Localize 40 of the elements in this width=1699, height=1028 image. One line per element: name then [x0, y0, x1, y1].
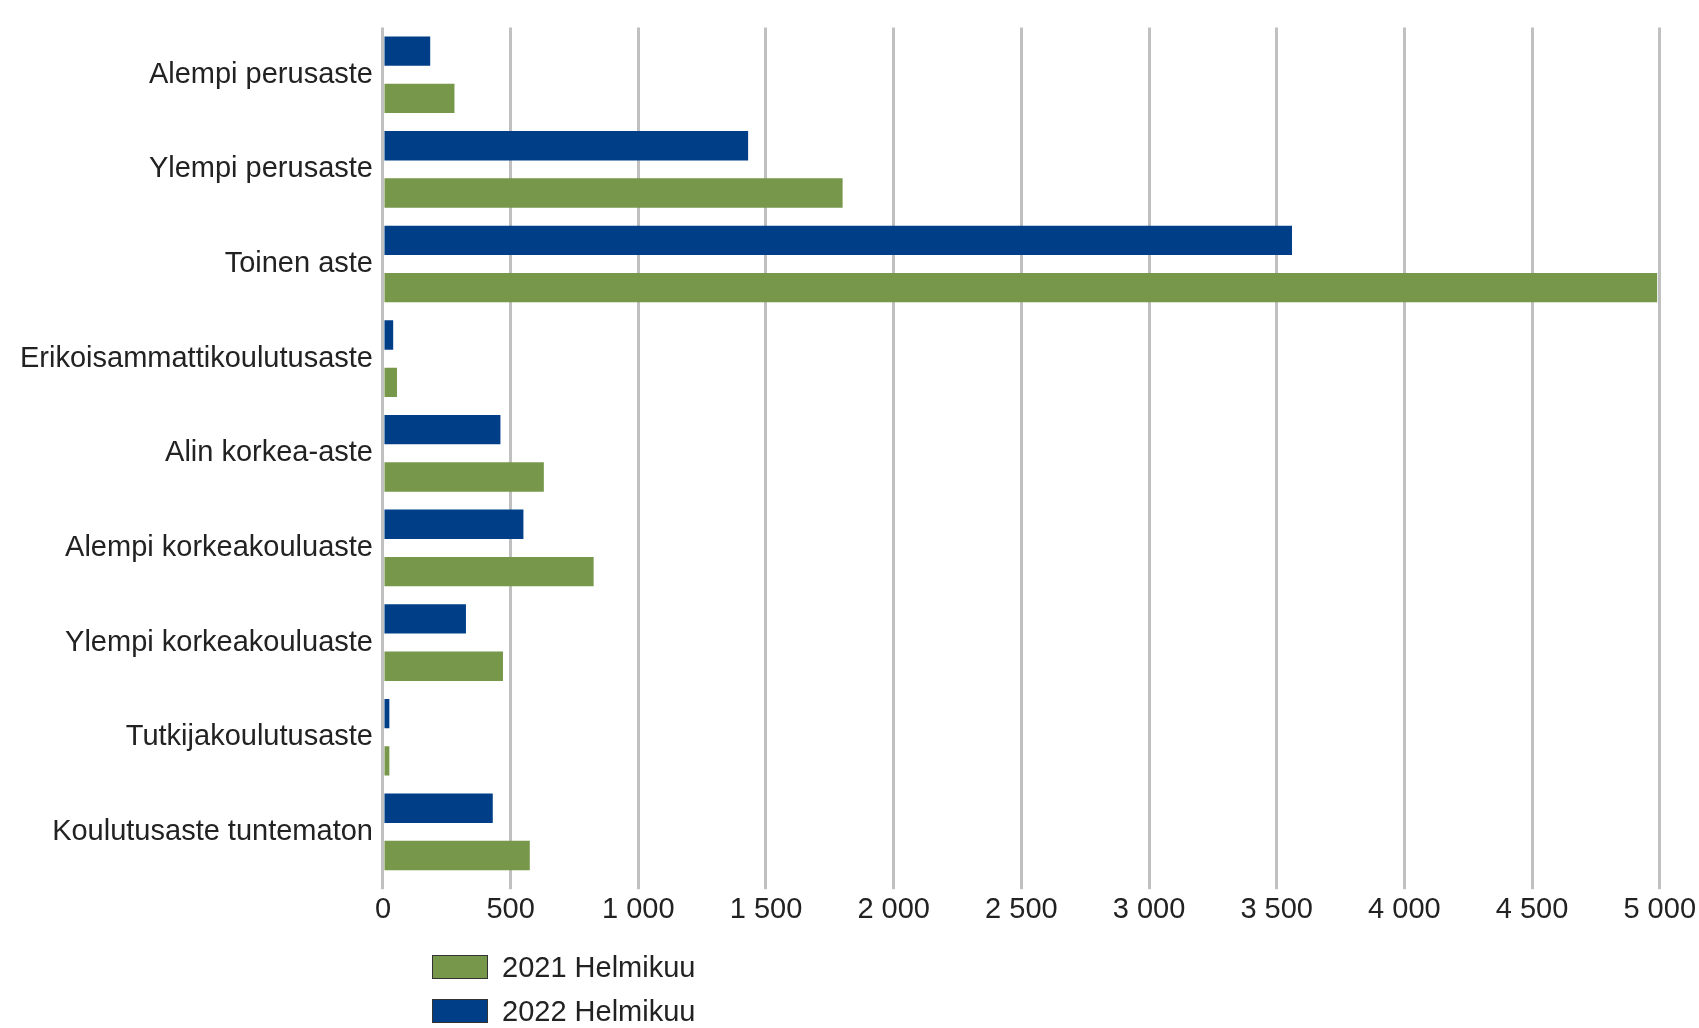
y-tick-label: Alempi korkeakouluaste — [65, 529, 373, 562]
y-tick-label: Ylempi perusaste — [148, 151, 373, 184]
x-tick-label: 2 000 — [857, 891, 930, 924]
y-tick-label: Alempi perusaste — [148, 56, 373, 89]
bar — [384, 367, 398, 397]
x-tick-label: 2 500 — [985, 891, 1058, 924]
bar — [384, 414, 501, 445]
bar — [384, 651, 503, 681]
bar — [384, 746, 390, 776]
x-tick-label: 4 000 — [1368, 891, 1441, 924]
x-tick-label: 1 000 — [602, 891, 675, 924]
bar — [384, 840, 530, 871]
bar — [384, 698, 390, 729]
bar — [384, 604, 466, 634]
legend-label: 2021 Helmikuu — [502, 950, 696, 984]
bar — [384, 36, 431, 66]
x-tick-label: 0 — [374, 891, 392, 924]
y-tick-label: Ylempi korkeakouluaste — [65, 624, 373, 657]
x-tick-label: 5 000 — [1623, 891, 1696, 924]
bar — [384, 509, 524, 539]
x-tick-label: 3 500 — [1240, 891, 1313, 924]
bar — [384, 83, 455, 114]
y-tick-label: Alin korkea-aste — [165, 435, 373, 468]
legend-label: 2022 Helmikuu — [502, 994, 696, 1028]
x-tick-label: 1 500 — [729, 891, 803, 924]
y-tick-label: Erikoisammattikoulutusaste — [19, 340, 373, 373]
x-tick-label: 3 000 — [1112, 891, 1186, 924]
y-tick-label: Koulutusaste tuntematon — [52, 813, 373, 846]
x-tick-label: 500 — [486, 891, 535, 924]
bar — [384, 556, 594, 587]
bar — [384, 273, 1658, 303]
bar — [384, 225, 1293, 256]
bar — [384, 131, 749, 161]
bar — [384, 793, 493, 823]
bar — [384, 178, 843, 208]
bar — [384, 320, 394, 350]
y-tick-label: Toinen aste — [224, 246, 373, 279]
x-tick-label: 4 500 — [1495, 891, 1569, 924]
bar — [384, 462, 544, 492]
y-tick-label: Tutkijakoulutusaste — [125, 719, 373, 752]
